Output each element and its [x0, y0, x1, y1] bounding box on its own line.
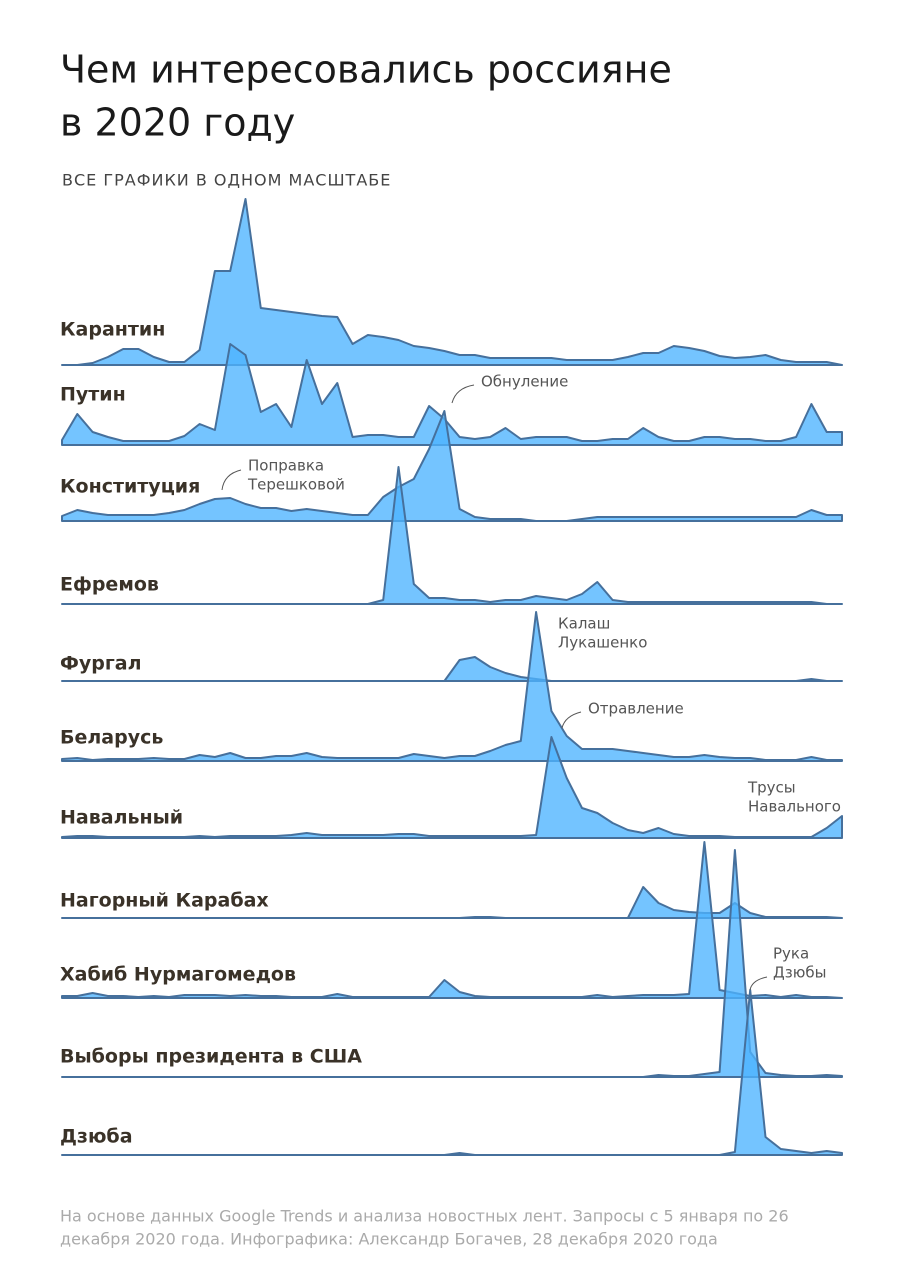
annotation: Лукашенко: [558, 634, 647, 652]
series-label: Ефремов: [60, 574, 159, 596]
annotation-arrow: [221, 469, 242, 491]
annotation: Калаш: [558, 615, 610, 633]
annotation-arrow: [561, 711, 582, 729]
series-label: Карантин: [60, 319, 165, 341]
annotation-arrow: [451, 384, 475, 404]
annotation: Трусы: [747, 779, 796, 797]
series-label: Хабиб Нурмагомедов: [60, 964, 296, 986]
area: [61, 198, 843, 366]
annotation-arrow: [749, 976, 768, 991]
annotation: Терешковой: [247, 476, 345, 494]
area: [61, 989, 843, 1156]
annotation: Отравление: [588, 700, 684, 718]
series-label: Навальный: [60, 807, 183, 829]
area: [61, 410, 843, 522]
series-label: Путин: [60, 384, 126, 406]
chart-title: в 2020 году: [60, 101, 295, 145]
footnote: декабря 2020 года. Инфографика: Александ…: [60, 1230, 718, 1249]
annotation: Обнуление: [481, 373, 568, 391]
area: [61, 466, 843, 605]
series-label: Нагорный Карабах: [60, 890, 269, 912]
area: [61, 656, 843, 682]
annotation: Дзюбы: [773, 964, 826, 982]
footnote: На основе данных Google Trends и анализа…: [60, 1207, 789, 1226]
annotation: Навального: [748, 798, 841, 816]
area: [61, 343, 843, 446]
series-label: Дзюба: [60, 1126, 133, 1148]
series-label: Фургал: [60, 653, 142, 675]
area: [61, 611, 843, 762]
annotation: Рука: [773, 945, 809, 963]
area: [61, 849, 843, 1078]
subtitle: ВСЕ ГРАФИКИ В ОДНОМ МАСШТАБЕ: [62, 171, 391, 190]
series-label: Беларусь: [60, 727, 163, 749]
series-label: Конституция: [60, 476, 200, 498]
area: [61, 736, 843, 839]
chart-title: Чем интересовались россияне: [60, 48, 672, 92]
series-label: Выборы президента в США: [60, 1046, 362, 1068]
annotation: Поправка: [248, 457, 324, 475]
area: [61, 841, 843, 999]
area: [61, 886, 843, 919]
